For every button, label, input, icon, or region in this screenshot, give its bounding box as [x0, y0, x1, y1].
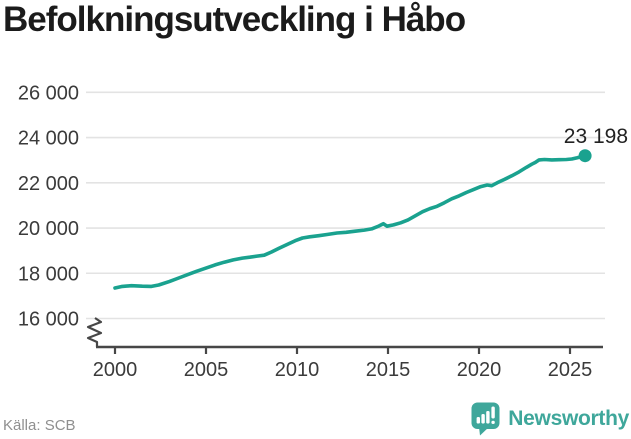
latest-value-marker: [578, 149, 592, 163]
axis-break-icon: [86, 317, 103, 347]
x-tick-label: 2010: [275, 359, 320, 381]
x-tick-label: 2015: [366, 359, 411, 381]
source-note: Källa: SCB: [3, 417, 76, 434]
y-tick-label: 16 000: [18, 309, 79, 331]
newsworthy-logo: Newsworthy: [471, 402, 629, 436]
newsworthy-badge-icon: [471, 402, 500, 436]
x-tick-label: 2005: [184, 359, 229, 381]
y-tick-label: 24 000: [18, 128, 79, 150]
y-tick-label: 26 000: [18, 82, 79, 104]
population-series-line: [113, 153, 587, 290]
page-title: Befolkningsutveckling i Håbo: [3, 0, 466, 39]
x-tick-label: 2025: [548, 359, 593, 381]
x-tick-label: 2000: [93, 359, 138, 381]
newsworthy-wordmark: Newsworthy: [508, 407, 629, 430]
latest-value-label: 23 198: [564, 125, 628, 148]
y-tick-label: 22 000: [18, 173, 79, 195]
y-tick-label: 18 000: [18, 263, 79, 285]
y-tick-label: 20 000: [18, 218, 79, 240]
x-tick-label: 2020: [457, 359, 502, 381]
